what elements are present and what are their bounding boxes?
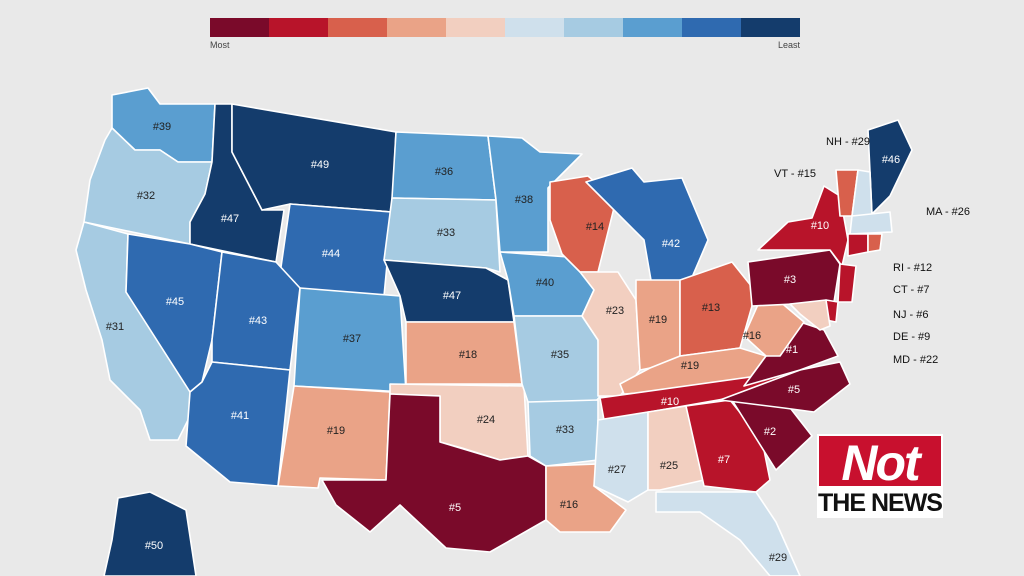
legend-color-scale [210, 18, 800, 37]
logo-the-news-text: THE NEWS [817, 488, 943, 518]
state-ri [867, 233, 883, 253]
state-nv [125, 233, 223, 393]
callout-de: DE - #9 [893, 331, 931, 343]
state-rank-ga: #7 [718, 454, 730, 466]
state-rank-nd: #36 [435, 166, 453, 178]
legend-swatch-2 [269, 18, 328, 37]
state-rank-ak: #50 [145, 540, 163, 552]
state-nj [837, 263, 857, 303]
state-rank-nm: #19 [327, 425, 345, 437]
state-rank-wi: #14 [586, 221, 604, 233]
state-rank-il: #23 [606, 305, 624, 317]
legend-swatch-1 [210, 18, 269, 37]
state-me [867, 119, 913, 215]
state-md [789, 299, 831, 331]
callout-nj: NJ - #6 [893, 309, 929, 321]
state-ms [593, 411, 649, 503]
not-the-news-logo: Not THE NEWS [817, 434, 943, 520]
state-ma [849, 211, 893, 235]
legend-swatch-4 [387, 18, 446, 37]
state-rank-tx: #5 [449, 502, 461, 514]
state-sd [383, 197, 501, 273]
state-rank-la: #16 [560, 499, 578, 511]
state-mn [487, 135, 583, 253]
logo-not-text: Not [817, 434, 943, 490]
callout-ri: RI - #12 [893, 262, 933, 274]
state-rank-va: #1 [786, 344, 798, 356]
state-rank-in: #19 [649, 314, 667, 326]
state-tx [321, 393, 547, 553]
legend-swatch-7 [564, 18, 623, 37]
state-rank-wa: #39 [153, 121, 171, 133]
callout-vt: VT - #15 [774, 168, 816, 180]
legend-swatch-5 [446, 18, 505, 37]
state-rank-nv: #45 [166, 296, 184, 308]
state-az [185, 361, 291, 487]
state-ar [527, 399, 599, 467]
state-rank-tn: #10 [661, 396, 679, 408]
state-rank-or: #32 [137, 190, 155, 202]
state-rank-oh: #13 [702, 302, 720, 314]
legend-swatch-6 [505, 18, 564, 37]
state-rank-fl: #29 [769, 552, 787, 564]
state-rank-pa: #3 [784, 274, 796, 286]
legend-swatch-8 [623, 18, 682, 37]
callout-ct: CT - #7 [893, 284, 930, 296]
callout-nh: NH - #29 [826, 136, 871, 148]
state-rank-ar: #33 [556, 424, 574, 436]
state-pa [747, 249, 841, 307]
legend-swatch-9 [682, 18, 741, 37]
state-rank-mi: #42 [662, 238, 680, 250]
state-rank-sd: #33 [437, 227, 455, 239]
state-rank-mn: #38 [515, 194, 533, 206]
state-rank-wv: #16 [743, 330, 761, 342]
state-rank-ky: #19 [681, 360, 699, 372]
legend-label-most: Most [210, 40, 230, 50]
callout-ma: MA - #26 [926, 206, 971, 218]
state-rank-ut: #43 [249, 315, 267, 327]
state-rank-al: #25 [660, 460, 678, 472]
state-rank-nc: #5 [788, 384, 800, 396]
state-rank-sc: #2 [764, 426, 776, 438]
state-oh [679, 261, 757, 357]
state-rank-ny: #10 [811, 220, 829, 232]
state-rank-az: #41 [231, 410, 249, 422]
legend-label-least: Least [777, 40, 800, 50]
state-rank-ok: #24 [477, 414, 495, 426]
legend-swatch-10 [741, 18, 800, 37]
callout-md: MD - #22 [893, 354, 939, 366]
state-rank-me: #46 [882, 154, 900, 166]
state-ct [847, 233, 869, 257]
state-rank-ne: #47 [443, 290, 461, 302]
state-rank-id: #47 [221, 213, 239, 225]
state-rank-co: #37 [343, 333, 361, 345]
state-fl [655, 491, 801, 576]
legend-swatch-3 [328, 18, 387, 37]
state-rank-ia: #40 [536, 277, 554, 289]
state-nm [277, 385, 391, 489]
state-rank-ks: #18 [459, 349, 477, 361]
state-rank-ms: #27 [608, 464, 626, 476]
state-ak [103, 491, 197, 576]
state-rank-ca: #31 [106, 321, 124, 333]
state-rank-wy: #44 [322, 248, 340, 260]
state-rank-mo: #35 [551, 349, 569, 361]
state-rank-mt: #49 [311, 159, 329, 171]
map-legend: Most Least [210, 18, 800, 50]
